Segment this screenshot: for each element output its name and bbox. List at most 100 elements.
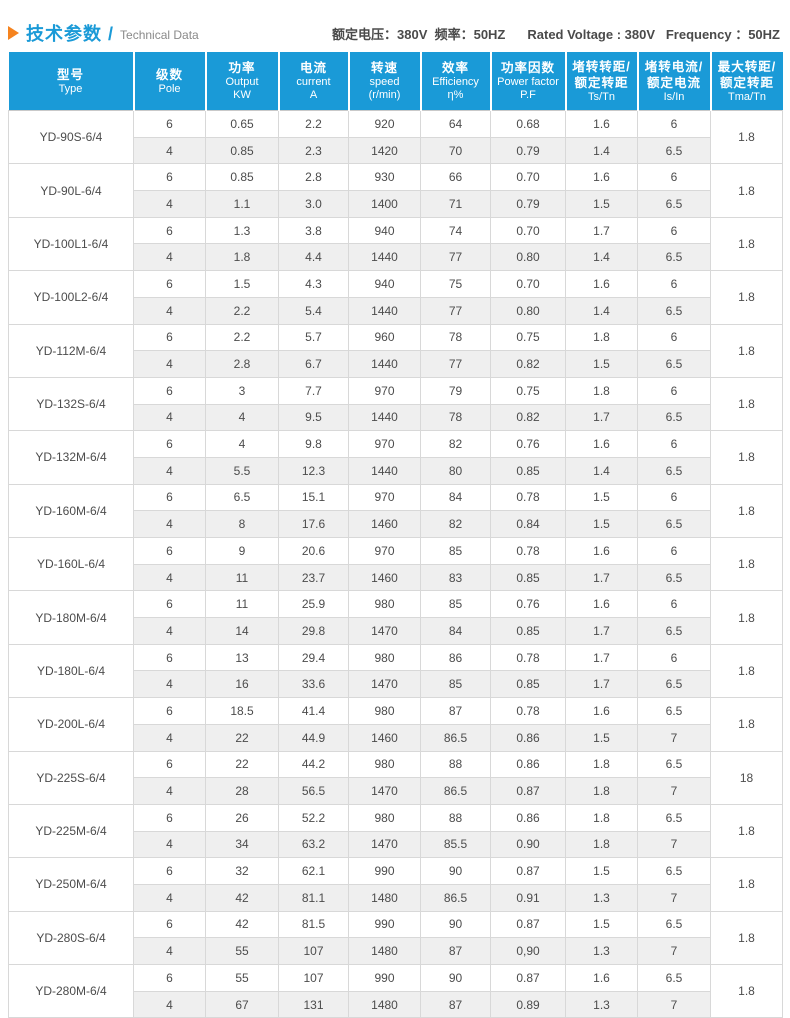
- cell-output: 1.3: [205, 216, 279, 245]
- cell-efficiency: 79: [420, 376, 491, 405]
- cell-current: 9.5: [278, 403, 349, 432]
- table-row-6pole: YD-180M-6/4 6 11 25.9 980 85 0.76 1.6 6 1.8: [8, 590, 783, 645]
- cell-output: 4: [205, 403, 279, 432]
- cell-efficiency: 88: [420, 803, 491, 832]
- table-row-4pole: 4 28 56.5 1470 86.5 0.87 1.8 7: [9, 777, 783, 805]
- cell-ts_tn: 1.8: [565, 803, 638, 832]
- cell-is_in: 6: [637, 590, 711, 619]
- cell-pf: 0.89: [490, 990, 566, 1018]
- cell-is_in: 6: [637, 216, 711, 245]
- column-header-line: 电流: [299, 61, 327, 75]
- cell-current: 15.1: [278, 483, 349, 512]
- cell-is_in: 6.5: [637, 563, 711, 592]
- cell-pf: 0.91: [490, 883, 566, 912]
- cell-is_in: 6.5: [637, 243, 711, 272]
- cell-is_in: 6: [637, 376, 711, 405]
- cell-type: YD-112M-6/4: [8, 323, 134, 378]
- cell-efficiency: 86.5: [420, 883, 491, 912]
- cell-speed: 1440: [348, 350, 421, 378]
- cell-tma-tn: 1.8: [710, 270, 783, 325]
- cell-pf: 0.84: [490, 510, 566, 538]
- cell-pf: 0.78: [490, 483, 566, 512]
- column-header-2: 功率 Output KW: [204, 52, 279, 111]
- cell-pole: 4: [133, 617, 206, 645]
- cell-ts_tn: 1.6: [565, 163, 638, 192]
- cell-current: 2.2: [278, 110, 349, 138]
- column-header-line: 转速: [370, 61, 398, 75]
- table-row-4pole: 4 2.2 5.4 1440 77 0.80 1.4 6.5: [9, 296, 783, 325]
- right-triangle-icon: [8, 26, 19, 40]
- cell-speed: 940: [348, 270, 421, 298]
- cell-speed: 1480: [348, 937, 421, 965]
- cell-tma-tn: 1.8: [710, 483, 783, 539]
- table-row-6pole: YD-100L2-6/4 6 1.5 4.3 940 75 0.70 1.6 6 1.8: [8, 270, 783, 325]
- column-header-line: 额定转距: [719, 75, 774, 90]
- section-title-en: Technical Data: [120, 27, 199, 42]
- cell-pole: 6: [133, 537, 206, 565]
- table-row-4pole: 4 11 23.7 1460 83 0.85 1.7 6.5: [9, 563, 783, 592]
- cell-output: 2.8: [205, 350, 279, 378]
- cell-is_in: 6.5: [637, 136, 711, 165]
- cell-ts_tn: 1.3: [565, 990, 638, 1018]
- cell-pole: 4: [133, 403, 206, 432]
- cell-efficiency: 78: [420, 323, 491, 352]
- cell-speed: 970: [348, 376, 421, 405]
- cell-tma-tn: 18: [710, 750, 783, 805]
- cell-ts_tn: 1.8: [565, 777, 638, 805]
- cell-tma-tn: 1.8: [710, 963, 783, 1018]
- cell-pole: 6: [133, 857, 206, 885]
- cell-type: YD-160L-6/4: [8, 536, 134, 592]
- cell-is_in: 6.5: [637, 803, 711, 832]
- cell-speed: 980: [348, 750, 421, 779]
- cell-current: 56.5: [278, 777, 349, 805]
- cell-type: YD-200L-6/4: [8, 697, 134, 752]
- cell-speed: 1440: [348, 403, 421, 432]
- cell-current: 4.4: [278, 243, 349, 272]
- cell-speed: 980: [348, 803, 421, 832]
- cell-speed: 980: [348, 697, 421, 725]
- column-header-4: 转速 speed (r/min): [347, 52, 421, 111]
- cell-current: 62.1: [278, 857, 349, 885]
- cell-is_in: 6: [637, 270, 711, 298]
- cell-efficiency: 66: [420, 163, 491, 192]
- cell-pf: 0.87: [490, 857, 566, 885]
- cell-current: 81.5: [278, 910, 349, 939]
- cell-ts_tn: 1.7: [565, 403, 638, 432]
- table-row-6pole: YD-180L-6/4 6 13 29.4 980 86 0.78 1.7 6 1.8: [8, 643, 783, 699]
- cell-output: 9: [205, 537, 279, 565]
- cell-current: 131: [278, 990, 349, 1018]
- cell-pole: 6: [133, 270, 206, 298]
- cell-speed: 1470: [348, 830, 421, 859]
- cell-pole: 4: [133, 296, 206, 325]
- column-header-6: 功率因数 Power factor P.F: [489, 52, 566, 111]
- cell-pf: 0.70: [490, 216, 566, 245]
- cell-efficiency: 86.5: [420, 723, 491, 752]
- cell-output: 28: [205, 777, 279, 805]
- cell-ts_tn: 1.4: [565, 136, 638, 165]
- cell-tma-tn: 1.8: [710, 590, 783, 645]
- cell-ts_tn: 1.6: [565, 430, 638, 458]
- column-header-line: 级数: [155, 67, 183, 82]
- cell-is_in: 7: [637, 723, 711, 752]
- cell-speed: 980: [348, 590, 421, 619]
- table-row-6pole: YD-200L-6/4 6 18.5 41.4 980 87 0.78 1.6 6.5 1.8: [8, 697, 783, 752]
- cell-is_in: 6.5: [637, 296, 711, 325]
- cell-output: 0.65: [205, 110, 279, 138]
- cell-pf: 0.76: [490, 590, 566, 619]
- cell-ts_tn: 1.5: [565, 190, 638, 218]
- cell-type: YD-280S-6/4: [8, 910, 134, 966]
- cell-type: YD-132S-6/4: [8, 376, 134, 432]
- cell-ts_tn: 1.6: [565, 270, 638, 298]
- cell-ts_tn: 1.6: [565, 697, 638, 725]
- cell-pf: 0.80: [490, 243, 566, 272]
- cell-is_in: 6: [637, 163, 711, 192]
- cell-is_in: 7: [637, 830, 711, 859]
- cell-ts_tn: 1.4: [565, 243, 638, 272]
- cell-speed: 920: [348, 110, 421, 138]
- cell-current: 9.8: [278, 430, 349, 458]
- cell-speed: 1470: [348, 617, 421, 645]
- cell-pf: 0.82: [490, 403, 566, 432]
- cell-efficiency: 77: [420, 296, 491, 325]
- column-header-5: 效率 Efficiency η%: [419, 52, 491, 111]
- cell-ts_tn: 1.8: [565, 830, 638, 859]
